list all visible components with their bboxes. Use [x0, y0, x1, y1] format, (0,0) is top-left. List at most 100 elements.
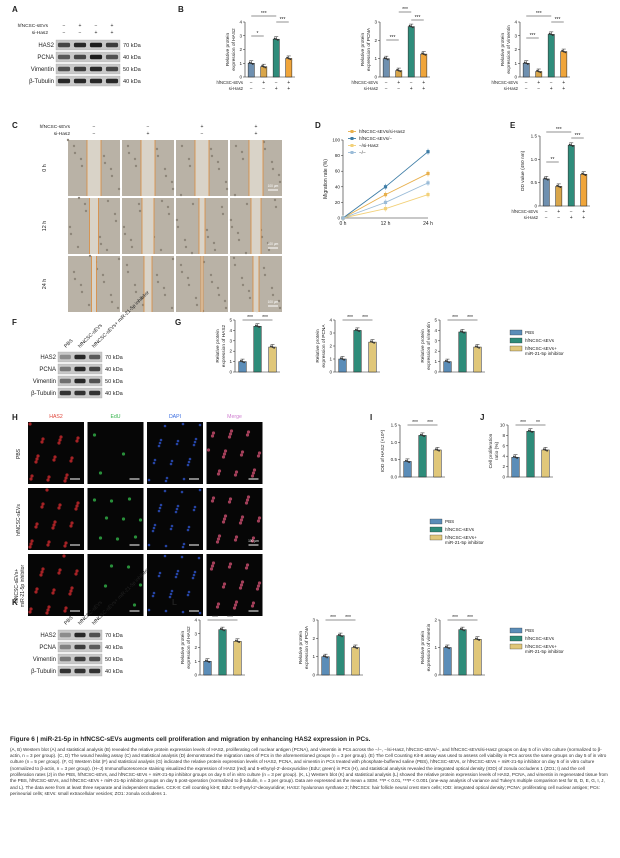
- data-point: [478, 639, 480, 641]
- cell-texture: [171, 187, 175, 191]
- treatment-label: hfNCSC-sEVs: [18, 23, 49, 29]
- cell-texture: [180, 270, 184, 274]
- data-point: [258, 326, 260, 328]
- cell-texture: [73, 151, 77, 155]
- data-point: [243, 361, 246, 364]
- cell-signal: [75, 504, 79, 508]
- bar-chart-L2: 0 1 2 3 Relative protein expression of PCNA **…: [298, 615, 363, 678]
- cell-signal: [68, 592, 72, 596]
- cell-texture: [216, 160, 220, 164]
- treatment-sign: +: [111, 30, 114, 36]
- data-point: [370, 340, 372, 343]
- blot-band: [74, 378, 86, 384]
- y-tick-label: 4: [434, 328, 437, 333]
- cell-texture: [247, 289, 251, 293]
- significance-marker: ***: [390, 35, 396, 41]
- bar: [253, 325, 262, 373]
- wound-gap: [201, 256, 203, 312]
- data-point: [287, 57, 290, 60]
- y-tick-label: 2: [434, 349, 437, 354]
- blot-band: [105, 66, 119, 72]
- row-label: hfNCSC-sEVs+: [14, 569, 20, 604]
- cell-texture: [113, 212, 117, 216]
- blot-band: [59, 378, 71, 384]
- cell-signal: [147, 543, 151, 547]
- significance-marker: ***: [530, 33, 536, 39]
- cell-texture: [175, 218, 179, 222]
- bar-chart-G1: 0 1 2 3 4 5 Relative protein expression of HAS2…: [215, 315, 280, 375]
- cell-signal: [239, 518, 244, 522]
- data-point: [570, 144, 573, 147]
- cell-texture: [170, 306, 174, 310]
- bar: [247, 63, 255, 78]
- data-point: [526, 63, 529, 65]
- significance-marker: ***: [345, 615, 351, 621]
- bar: [403, 461, 412, 478]
- bar-chart-E: 00.51.01.5OD value (450 nm) ********hfNCS…: [511, 127, 590, 221]
- cell-texture: [68, 225, 72, 229]
- y-tick-label: 0: [374, 75, 377, 80]
- caption-title: Figure 6 | miR-21-5p in hfNCSC-sEVs augm…: [10, 736, 371, 743]
- cell-texture: [109, 293, 113, 297]
- data-point: [550, 33, 553, 36]
- cell-signal: [245, 563, 250, 567]
- western-blot: HAS2 70 kDa PCNA 40 kDa Vimentin 50 kDa β-Tubu…: [31, 629, 124, 677]
- bar: [233, 641, 242, 676]
- channel-label: Merge: [227, 414, 242, 420]
- treatment-label: si-Has2: [229, 86, 244, 91]
- blot-band: [57, 78, 71, 84]
- cell-signal: [228, 562, 233, 566]
- blot-band: [73, 78, 87, 84]
- significance-marker: ***: [427, 420, 433, 426]
- y-tick-label: 0: [312, 673, 315, 678]
- treatment-sign: +: [537, 80, 540, 86]
- cell-texture: [117, 257, 121, 261]
- cell-signal: [221, 520, 226, 524]
- cell-texture: [245, 202, 249, 206]
- data-point: [544, 449, 547, 451]
- significance-marker: ***: [261, 11, 267, 17]
- panel-label: G: [175, 318, 181, 327]
- legend: PBS hfNCSC-sEVs hfNCSC-sEVs+miR-21-5p inhi…: [509, 329, 564, 356]
- kda-label: 70 kDa: [105, 633, 124, 639]
- cell-signal: [98, 471, 103, 475]
- cell-texture: [114, 219, 118, 223]
- figure-caption: Figure 6 | miR-21-5p in hfNCSC-sEVs augm…: [10, 736, 610, 797]
- cell-signal: [159, 438, 163, 442]
- legend-label: hfNCSC-sEVs: [525, 338, 555, 343]
- cell-signal: [47, 540, 51, 544]
- treatment-sign: +: [582, 209, 585, 215]
- y-tick-label: 5: [434, 318, 437, 323]
- cell-texture: [79, 283, 83, 287]
- data-point: [205, 659, 207, 662]
- blot-band: [74, 632, 86, 638]
- data-point: [476, 346, 479, 348]
- blot-band: [57, 42, 71, 48]
- cell-texture: [210, 280, 214, 284]
- scale-bar-label: 100 μm: [268, 300, 279, 304]
- kda-label: 40 kDa: [123, 79, 142, 85]
- bar: [542, 178, 550, 207]
- wound-gap: [91, 256, 97, 312]
- cell-signal: [192, 443, 196, 447]
- cell-signal: [221, 455, 226, 459]
- cell-texture: [224, 306, 228, 310]
- treatment-sign: −: [79, 30, 82, 36]
- treatment-sign: +: [397, 80, 400, 86]
- blot-band: [89, 366, 101, 372]
- significance-marker: ***: [402, 7, 408, 13]
- bar-chart-G3: 0 1 2 3 4 5 Relative protein expression of vime…: [420, 315, 485, 375]
- bar: [522, 63, 530, 78]
- cell-signal: [34, 460, 38, 464]
- treatment-sign: −: [550, 80, 553, 86]
- cell-texture: [76, 245, 80, 249]
- protein-label: β-Tubulin: [31, 669, 56, 675]
- cell-signal: [53, 520, 57, 524]
- bar-chart-B2: 0 1 2 3 Relative protein expression of PCNA **…: [351, 7, 430, 92]
- cell-signal: [211, 431, 216, 435]
- cell-signal: [251, 471, 256, 475]
- data-point: [339, 634, 342, 637]
- cell-signal: [157, 444, 161, 448]
- bar: [443, 361, 452, 373]
- bar: [336, 635, 345, 676]
